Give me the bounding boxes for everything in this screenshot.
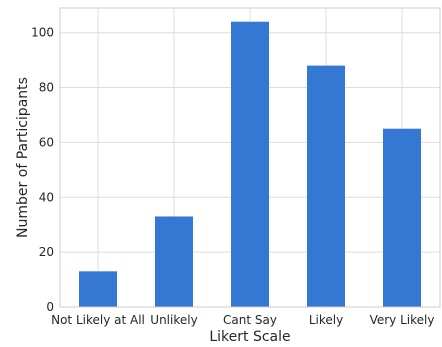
y-tick-label: 0 [46, 300, 54, 314]
y-tick-label: 20 [39, 245, 54, 259]
x-tick-label: Not Likely at All [51, 313, 145, 327]
x-tick-labels: Not Likely at All Unlikely Cant Say Likely V… [51, 313, 434, 327]
bars [79, 21, 421, 308]
y-tick-label: 40 [39, 190, 54, 204]
y-axis-label: Number of Participants [15, 77, 31, 238]
y-tick-labels: 0 20 40 60 80 100 [31, 26, 54, 314]
bar-likely [307, 65, 345, 308]
y-tick-label: 100 [31, 26, 54, 40]
bar-cant-say [231, 21, 269, 307]
x-tick-label: Very Likely [370, 313, 435, 327]
x-tick-label: Unlikely [150, 313, 197, 327]
y-tick-label: 80 [39, 81, 54, 95]
x-axis-label: Likert Scale [209, 329, 290, 345]
bar-unlikely [155, 216, 193, 307]
bar-very-likely [383, 128, 421, 307]
plot-frame [59, 7, 441, 308]
x-tick-label: Likely [309, 313, 343, 327]
y-tick-label: 60 [39, 135, 54, 149]
x-tick-label: Cant Say [223, 313, 277, 327]
bar-not-likely-at-all [79, 271, 117, 307]
